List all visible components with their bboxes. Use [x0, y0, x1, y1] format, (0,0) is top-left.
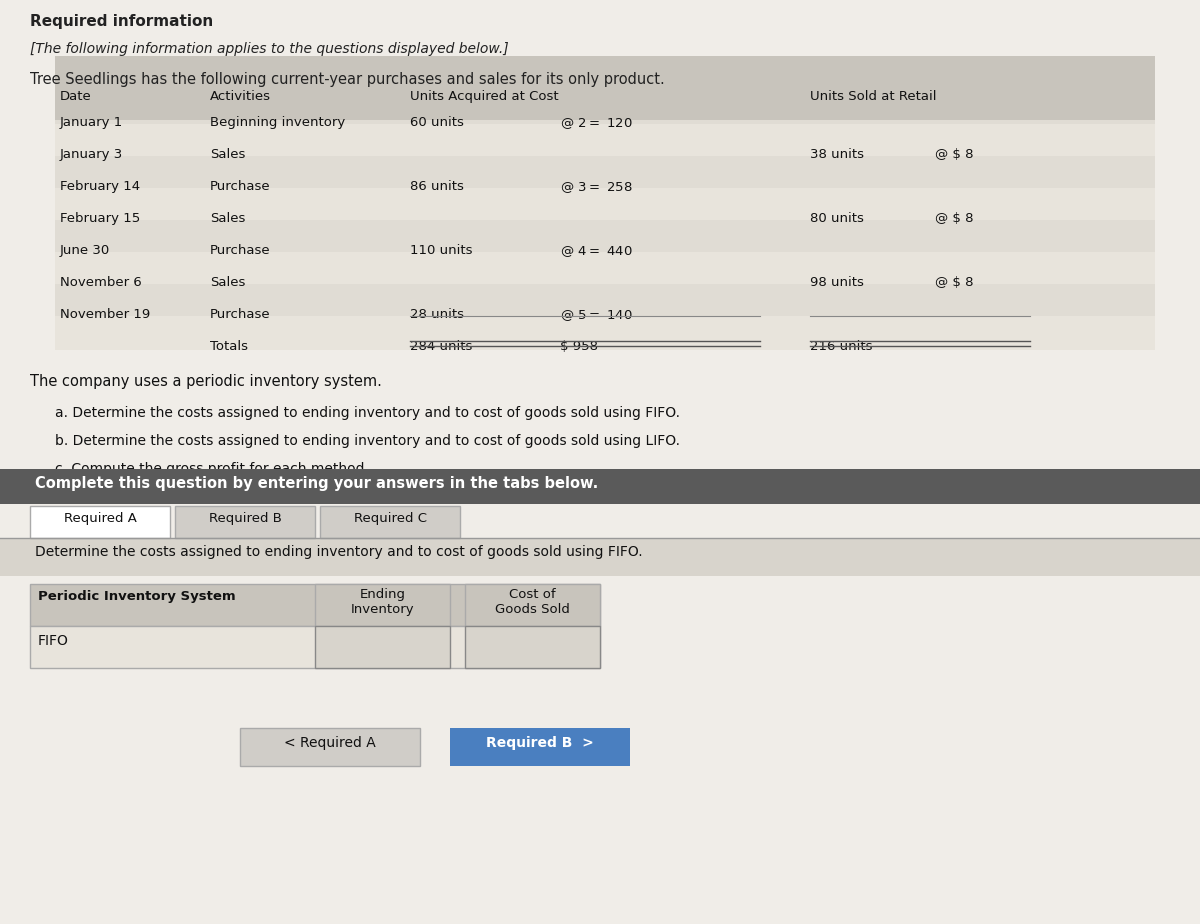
Text: Date: Date: [60, 90, 91, 103]
Text: @ $ 8: @ $ 8: [935, 148, 973, 161]
Text: January 1: January 1: [60, 116, 124, 129]
Text: February 15: February 15: [60, 212, 140, 225]
FancyBboxPatch shape: [175, 506, 314, 538]
Text: Required information: Required information: [30, 14, 214, 29]
Text: Sales: Sales: [210, 148, 245, 161]
Text: 60 units: 60 units: [410, 116, 464, 129]
FancyBboxPatch shape: [314, 626, 450, 668]
Text: November 6: November 6: [60, 276, 142, 289]
Text: 86 units: 86 units: [410, 180, 464, 193]
Text: @ $ 8: @ $ 8: [935, 276, 973, 289]
Text: Sales: Sales: [210, 212, 245, 225]
FancyBboxPatch shape: [30, 506, 170, 538]
Text: Activities: Activities: [210, 90, 271, 103]
FancyBboxPatch shape: [0, 469, 1200, 504]
Text: Periodic Inventory System: Periodic Inventory System: [38, 590, 235, 603]
Text: Required C: Required C: [354, 512, 426, 525]
Text: Complete this question by entering your answers in the tabs below.: Complete this question by entering your …: [35, 476, 599, 491]
Text: Purchase: Purchase: [210, 244, 271, 257]
FancyBboxPatch shape: [314, 584, 450, 626]
Text: Ending
Inventory: Ending Inventory: [350, 588, 414, 616]
Text: The company uses a periodic inventory system.: The company uses a periodic inventory sy…: [30, 374, 382, 389]
Text: January 3: January 3: [60, 148, 124, 161]
Text: November 19: November 19: [60, 308, 150, 321]
Text: 98 units: 98 units: [810, 276, 864, 289]
Text: 216 units: 216 units: [810, 340, 872, 353]
Text: $ 958: $ 958: [560, 340, 598, 353]
FancyBboxPatch shape: [55, 156, 1154, 188]
Text: Sales: Sales: [210, 276, 245, 289]
Text: @ $4 = $ 440: @ $4 = $ 440: [560, 244, 632, 259]
Text: Required B  >: Required B >: [486, 736, 594, 750]
Text: Purchase: Purchase: [210, 180, 271, 193]
Text: Required B: Required B: [209, 512, 282, 525]
FancyBboxPatch shape: [464, 626, 600, 668]
Text: @ $3 = $ 258: @ $3 = $ 258: [560, 180, 632, 195]
Text: June 30: June 30: [60, 244, 110, 257]
FancyBboxPatch shape: [55, 220, 1154, 252]
Text: @ $2 = $ 120: @ $2 = $ 120: [560, 116, 632, 131]
Text: 110 units: 110 units: [410, 244, 473, 257]
Text: Purchase: Purchase: [210, 308, 271, 321]
Text: b. Determine the costs assigned to ending inventory and to cost of goods sold us: b. Determine the costs assigned to endin…: [55, 434, 680, 448]
FancyBboxPatch shape: [55, 56, 1154, 350]
Text: FIFO: FIFO: [38, 634, 68, 648]
FancyBboxPatch shape: [55, 56, 1154, 120]
Text: Required A: Required A: [64, 512, 137, 525]
Text: Units Sold at Retail: Units Sold at Retail: [810, 90, 936, 103]
Text: < Required A: < Required A: [284, 736, 376, 750]
Text: @ $5 = $ 140: @ $5 = $ 140: [560, 308, 632, 322]
FancyBboxPatch shape: [30, 626, 600, 668]
Text: Beginning inventory: Beginning inventory: [210, 116, 346, 129]
FancyBboxPatch shape: [55, 284, 1154, 316]
Text: Totals: Totals: [210, 340, 248, 353]
FancyBboxPatch shape: [30, 584, 600, 626]
Text: @ $ 8: @ $ 8: [935, 212, 973, 225]
FancyBboxPatch shape: [55, 92, 1154, 124]
FancyBboxPatch shape: [240, 728, 420, 766]
FancyBboxPatch shape: [0, 538, 1200, 576]
Text: February 14: February 14: [60, 180, 140, 193]
Text: c. Compute the gross profit for each method.: c. Compute the gross profit for each met…: [55, 462, 368, 476]
FancyBboxPatch shape: [320, 506, 460, 538]
Text: 80 units: 80 units: [810, 212, 864, 225]
Text: Determine the costs assigned to ending inventory and to cost of goods sold using: Determine the costs assigned to ending i…: [35, 545, 643, 559]
Text: 284 units: 284 units: [410, 340, 473, 353]
FancyBboxPatch shape: [450, 728, 630, 766]
Text: Cost of
Goods Sold: Cost of Goods Sold: [496, 588, 570, 616]
Text: 28 units: 28 units: [410, 308, 464, 321]
FancyBboxPatch shape: [464, 584, 600, 626]
Text: Units Acquired at Cost: Units Acquired at Cost: [410, 90, 559, 103]
Text: [The following information applies to the questions displayed below.]: [The following information applies to th…: [30, 42, 509, 56]
Text: Tree Seedlings has the following current-year purchases and sales for its only p: Tree Seedlings has the following current…: [30, 72, 665, 87]
Text: 38 units: 38 units: [810, 148, 864, 161]
Text: a. Determine the costs assigned to ending inventory and to cost of goods sold us: a. Determine the costs assigned to endin…: [55, 406, 680, 420]
